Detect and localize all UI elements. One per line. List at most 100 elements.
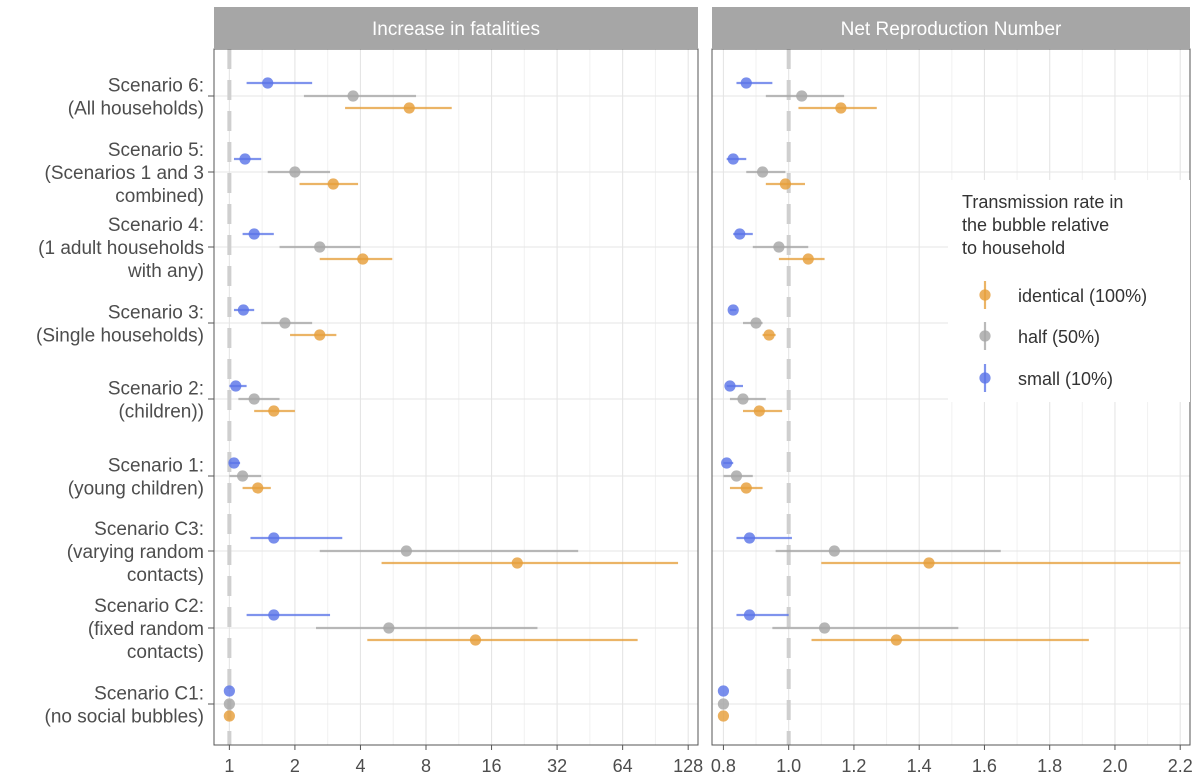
panel-title: Increase in fatalities	[372, 19, 540, 40]
legend-key-point	[979, 372, 991, 384]
scenario-label-line: Scenario C3:	[94, 519, 204, 540]
data-point	[835, 102, 847, 114]
data-point	[248, 393, 260, 405]
scenario-label-line: (children))	[118, 402, 204, 423]
scenario-labels: Scenario 6: (All households)Scenario 5: (S…	[36, 76, 214, 728]
data-point	[717, 710, 730, 722]
series-half-50	[223, 90, 579, 710]
data-point	[802, 253, 814, 265]
data-point	[740, 77, 752, 89]
legend-entry-small-10: small (10%)	[979, 364, 1113, 392]
strip-background	[214, 7, 698, 49]
x-tick-label: 1	[224, 756, 234, 776]
scenario-label-line: (no social bubbles)	[45, 707, 204, 728]
scenario-label-line: Scenario C2:	[94, 596, 204, 617]
data-point	[717, 685, 730, 697]
data-point	[756, 166, 769, 178]
x-tick-label: 1.0	[776, 756, 801, 776]
scenario-label-line: (Single households)	[36, 326, 204, 347]
data-point	[383, 622, 395, 634]
legend-title-line: to household	[962, 238, 1065, 258]
x-tick-label: 1.6	[972, 756, 997, 776]
scenario-label-line: contacts)	[127, 642, 204, 663]
series-identical-100	[717, 102, 1181, 722]
scenario-label: Scenario 2: (children))	[108, 379, 204, 423]
data-point	[252, 482, 264, 494]
panel-increase-in-fatalities: Increase in fatalities 1 2 4 8 16 32 64 128	[213, 7, 703, 776]
scenario-label-line: Scenario 2:	[108, 379, 204, 400]
scenario-label-line: (Scenarios 1 and 3	[45, 163, 205, 184]
x-tick-label: 8	[421, 756, 431, 776]
data-point	[721, 457, 733, 469]
scenario-label: Scenario 6: (All households)	[68, 76, 204, 120]
panel-title: Net Reproduction Number	[841, 19, 1062, 40]
data-point	[779, 178, 792, 190]
legend-key-point	[979, 330, 991, 342]
data-point	[727, 153, 739, 165]
data-point	[750, 317, 762, 329]
legend-label: small (10%)	[1018, 369, 1113, 389]
x-tick-label: 1.4	[907, 756, 932, 776]
x-tick-label: 16	[482, 756, 502, 776]
data-point	[223, 698, 235, 710]
data-point	[740, 482, 752, 494]
data-point	[289, 166, 301, 178]
data-point	[727, 304, 739, 316]
data-point	[327, 178, 339, 190]
legend-label: identical (100%)	[1018, 286, 1147, 306]
x-tick-label: 2.2	[1168, 756, 1193, 776]
scenario-label-line: Scenario 3:	[108, 303, 204, 324]
data-point	[724, 380, 736, 392]
data-point	[248, 228, 260, 240]
data-point	[734, 228, 746, 240]
panels: Increase in fatalities 1 2 4 8 16 32 64 128 Net R…	[213, 7, 1193, 776]
scenario-label-line: Scenario C1:	[94, 684, 204, 705]
scenario-label-line: Scenario 5:	[108, 140, 204, 161]
scenario-label-line: (All households)	[68, 99, 204, 120]
data-point	[223, 685, 235, 697]
scenario-label: Scenario 3: (Single households)	[36, 303, 204, 347]
x-tick-label: 1.8	[1037, 756, 1062, 776]
scenario-label-line: (fixed random	[88, 619, 204, 640]
data-point	[763, 329, 775, 341]
data-point	[236, 470, 249, 482]
scenario-label-line: Scenario 1:	[108, 456, 204, 477]
x-tick-label: 2	[290, 756, 300, 776]
series-small-10	[223, 77, 343, 697]
legend-label: half (50%)	[1018, 327, 1100, 347]
data-point	[818, 622, 831, 634]
data-point	[890, 634, 902, 646]
scenario-label: Scenario 1: (young children)	[68, 456, 204, 500]
scenario-label-line: (young children)	[68, 479, 204, 500]
data-point	[314, 241, 326, 253]
series-half-50	[717, 90, 1001, 710]
legend: Transmission rate in the bubble relative t…	[948, 180, 1190, 402]
legend-title-line: Transmission rate in	[962, 192, 1123, 212]
data-point	[717, 698, 730, 710]
data-point	[237, 304, 250, 316]
data-point	[268, 532, 280, 544]
scenario-label: Scenario 4: (1 adult households with any)	[38, 215, 204, 282]
data-point	[357, 253, 369, 265]
data-point	[268, 609, 280, 621]
x-tick-label: 2.0	[1102, 756, 1127, 776]
strip-background	[712, 7, 1190, 49]
legend-title: Transmission rate in the bubble relative t…	[962, 192, 1123, 258]
scenario-label-line: with any)	[127, 261, 204, 282]
scenario-label: Scenario 5: (Scenarios 1 and 3 combined)	[45, 140, 205, 207]
data-point	[743, 609, 756, 621]
data-point	[828, 545, 840, 557]
data-point	[753, 405, 765, 417]
data-point	[223, 710, 235, 722]
data-point	[239, 153, 251, 165]
data-point	[268, 405, 280, 417]
series-small-10	[717, 77, 792, 697]
x-tick-label: 0.8	[711, 756, 736, 776]
scenario-label: Scenario C3: (varying random contacts)	[67, 519, 204, 586]
x-tick-label: 64	[613, 756, 633, 776]
legend-entry-identical-100: identical (100%)	[979, 281, 1147, 309]
data-point	[403, 102, 415, 114]
data-point	[400, 545, 412, 557]
scenario-label-line: (varying random	[67, 542, 204, 563]
